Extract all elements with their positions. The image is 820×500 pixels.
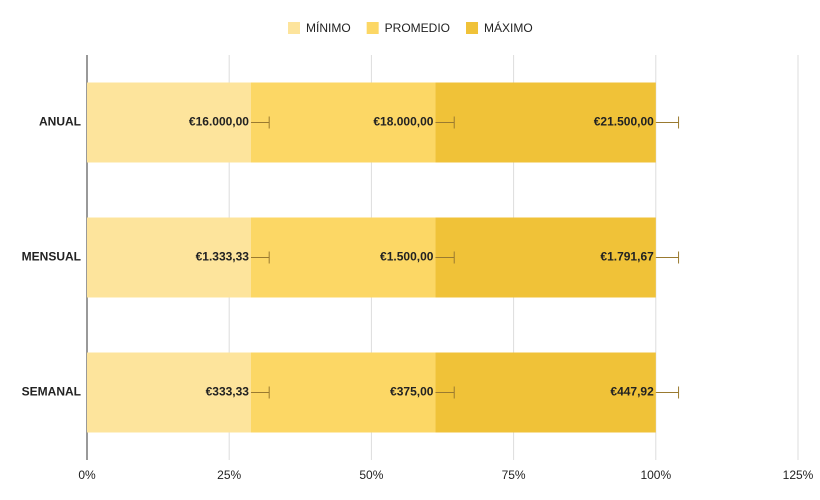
bar-segment bbox=[250, 352, 436, 433]
error-bar bbox=[435, 251, 455, 264]
data-label: €447,92 bbox=[610, 385, 654, 399]
bar-segment bbox=[435, 217, 656, 298]
legend-label: MÍNIMO bbox=[306, 20, 351, 35]
error-bar bbox=[435, 116, 455, 129]
error-bar bbox=[655, 386, 680, 399]
data-label: €16.000,00 bbox=[189, 115, 249, 129]
data-label: €18.000,00 bbox=[373, 115, 433, 129]
x-tick-label: 25% bbox=[217, 468, 241, 482]
error-bar bbox=[250, 116, 270, 129]
legend-swatch bbox=[366, 22, 379, 34]
error-bar bbox=[655, 251, 680, 264]
data-label: €375,00 bbox=[390, 385, 434, 399]
bar-segment bbox=[435, 82, 656, 163]
data-label: €1.500,00 bbox=[380, 250, 434, 264]
x-tick-label: 75% bbox=[502, 468, 526, 482]
y-tick-label: ANUAL bbox=[39, 115, 81, 129]
x-tick-label: 125% bbox=[783, 468, 814, 482]
error-bar bbox=[250, 251, 270, 264]
data-label: €333,33 bbox=[206, 385, 250, 399]
error-bar bbox=[250, 386, 270, 399]
data-label: €21.500,00 bbox=[594, 115, 654, 129]
bar-segment bbox=[250, 82, 436, 163]
x-tick-label: 0% bbox=[78, 468, 96, 482]
data-label: €1.333,33 bbox=[196, 250, 250, 264]
legend-label: PROMEDIO bbox=[385, 21, 450, 35]
bar-segment bbox=[250, 217, 436, 298]
y-tick-label: SEMANAL bbox=[22, 385, 81, 399]
error-bar bbox=[655, 116, 680, 129]
bar-segment bbox=[87, 217, 251, 298]
x-tick-label: 50% bbox=[359, 468, 383, 482]
data-label: €1.791,67 bbox=[600, 250, 654, 264]
error-bar bbox=[435, 386, 455, 399]
bar-segment bbox=[435, 352, 656, 433]
legend-swatch bbox=[288, 22, 300, 34]
legend-label: MÁXIMO bbox=[484, 20, 533, 35]
bar-segment bbox=[87, 352, 251, 433]
legend-swatch bbox=[466, 22, 479, 34]
y-tick-label: MENSUAL bbox=[22, 250, 81, 264]
x-tick-label: 100% bbox=[640, 468, 671, 482]
bar-segment bbox=[87, 82, 251, 163]
